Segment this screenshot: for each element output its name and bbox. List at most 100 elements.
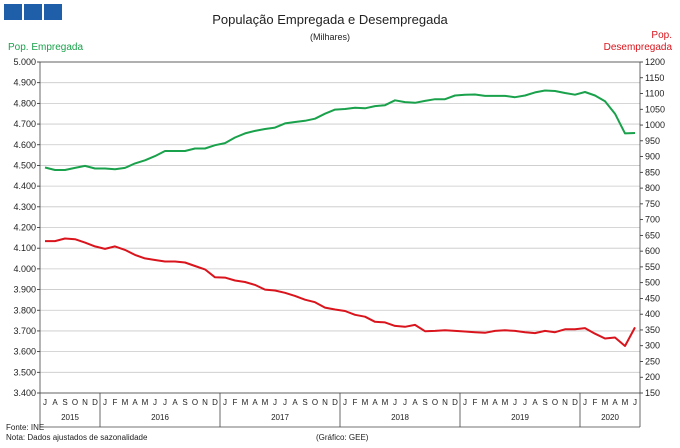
left-tick-label: 3.900 <box>13 285 36 295</box>
month-label: M <box>602 398 609 407</box>
left-tick-label: 3.800 <box>13 305 36 315</box>
month-label: A <box>372 398 378 407</box>
left-tick-label: 4.600 <box>13 140 36 150</box>
right-tick-label: 450 <box>645 293 660 303</box>
month-label: N <box>562 398 568 407</box>
month-label: A <box>172 398 178 407</box>
month-label: J <box>523 398 527 407</box>
month-label: M <box>502 398 509 407</box>
right-tick-label: 500 <box>645 278 660 288</box>
left-tick-label: 5.000 <box>13 57 36 67</box>
left-tick-label: 3.600 <box>13 347 36 357</box>
right-tick-label: 1100 <box>645 89 664 99</box>
year-label: 2020 <box>601 413 619 422</box>
right-axis-label-line2: Desempregada <box>604 42 673 53</box>
year-label: 2015 <box>61 413 79 422</box>
month-label: A <box>532 398 538 407</box>
left-tick-label: 4.700 <box>13 119 36 129</box>
right-tick-label: 350 <box>645 325 660 335</box>
right-tick-label: 250 <box>645 356 660 366</box>
month-label: A <box>132 398 138 407</box>
right-tick-label: 950 <box>645 136 660 146</box>
right-tick-label: 150 <box>645 388 660 398</box>
month-label: D <box>92 398 98 407</box>
adjustment-note: Nota: Dados ajustados de sazonalidade <box>6 433 148 442</box>
month-label: A <box>292 398 298 407</box>
left-tick-label: 3.400 <box>13 388 36 398</box>
grid <box>40 61 640 394</box>
month-label: M <box>142 398 149 407</box>
month-label: J <box>283 398 287 407</box>
right-tick-label: 850 <box>645 167 660 177</box>
year-label: 2019 <box>511 413 529 422</box>
month-label: S <box>62 398 67 407</box>
month-label: A <box>412 398 418 407</box>
month-label: O <box>312 398 318 407</box>
month-label: J <box>513 398 517 407</box>
month-label: M <box>622 398 629 407</box>
month-label: J <box>43 398 47 407</box>
month-label: J <box>103 398 107 407</box>
month-label: J <box>463 398 467 407</box>
left-tick-label: 4.200 <box>13 223 36 233</box>
left-tick-label: 4.900 <box>13 78 36 88</box>
left-axis-label: Pop. Empregada <box>8 42 83 53</box>
month-label: M <box>262 398 269 407</box>
month-label: F <box>593 398 598 407</box>
month-label: J <box>583 398 587 407</box>
chart-subtitle: (Milhares) <box>310 32 350 42</box>
month-label: D <box>212 398 218 407</box>
month-label: N <box>82 398 88 407</box>
month-label: N <box>442 398 448 407</box>
right-tick-label: 750 <box>645 199 660 209</box>
month-label: F <box>353 398 358 407</box>
right-tick-label: 800 <box>645 183 660 193</box>
right-axis-ticks: 150 200 250 300 350 400 450 500 550 600 650 700 750 8… <box>640 57 665 398</box>
month-label: F <box>233 398 238 407</box>
month-label: J <box>223 398 227 407</box>
year-label: 2017 <box>271 413 289 422</box>
logo-block <box>24 4 42 20</box>
month-label: J <box>273 398 277 407</box>
left-tick-label: 4.500 <box>13 160 36 170</box>
series-lines <box>44 89 636 347</box>
month-label: S <box>302 398 307 407</box>
month-label: D <box>572 398 578 407</box>
unemployed-series-line <box>45 237 636 347</box>
month-label: S <box>542 398 547 407</box>
chart-title: População Empregada e Desempregada <box>212 12 448 27</box>
month-label: J <box>163 398 167 407</box>
month-label: M <box>382 398 389 407</box>
left-tick-label: 4.300 <box>13 202 36 212</box>
month-label: D <box>452 398 458 407</box>
month-label: J <box>393 398 397 407</box>
left-tick-label: 4.800 <box>13 98 36 108</box>
month-label: J <box>153 398 157 407</box>
right-tick-label: 600 <box>645 246 660 256</box>
right-tick-label: 300 <box>645 341 660 351</box>
month-label: N <box>202 398 208 407</box>
month-label: O <box>432 398 438 407</box>
month-label: M <box>122 398 129 407</box>
month-label: M <box>242 398 249 407</box>
right-tick-label: 1150 <box>645 73 664 83</box>
logo-block <box>44 4 62 20</box>
month-label: F <box>113 398 118 407</box>
month-label: J <box>403 398 407 407</box>
logo <box>4 4 62 20</box>
month-label: J <box>633 398 637 407</box>
right-tick-label: 550 <box>645 262 660 272</box>
source-note: Fonte: INE <box>6 423 44 432</box>
month-label: M <box>482 398 489 407</box>
right-tick-label: 400 <box>645 309 660 319</box>
employed-series-line <box>44 89 636 171</box>
year-label: 2018 <box>391 413 409 422</box>
month-label: O <box>192 398 198 407</box>
right-tick-label: 200 <box>645 372 660 382</box>
left-tick-label: 3.500 <box>13 367 36 377</box>
left-tick-label: 4.400 <box>13 181 36 191</box>
right-tick-label: 1050 <box>645 104 665 114</box>
right-tick-label: 650 <box>645 230 660 240</box>
